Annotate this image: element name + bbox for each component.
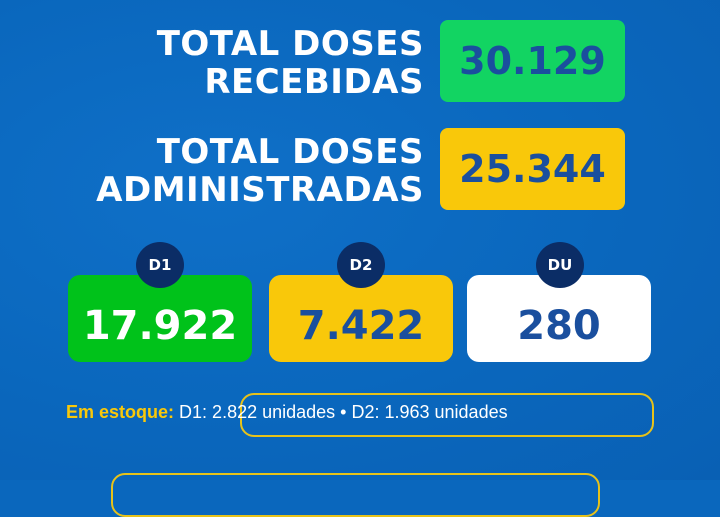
administered-label: TOTAL DOSES ADMINISTRADAS xyxy=(96,133,424,209)
d1-badge: D1 xyxy=(136,242,184,288)
d2-badge: D2 xyxy=(337,242,385,288)
d2-card: 7.422 xyxy=(269,275,453,362)
received-label-line2: RECEBIDAS xyxy=(204,62,424,102)
d2-value: 7.422 xyxy=(297,302,425,349)
d1-value: 17.922 xyxy=(82,302,238,349)
stock-outline xyxy=(240,393,654,437)
stock-line: Em estoque: D1: 2.822 unidades • D2: 1.9… xyxy=(66,402,508,423)
du-badge-text: DU xyxy=(547,256,573,274)
stock-label: Em estoque: xyxy=(66,402,175,422)
administered-label-line1: TOTAL DOSES xyxy=(156,132,424,172)
d1-card: 17.922 xyxy=(68,275,252,362)
du-badge: DU xyxy=(536,242,584,288)
received-value: 30.129 xyxy=(459,39,606,83)
du-card: 280 xyxy=(467,275,651,362)
d2-badge-text: D2 xyxy=(349,256,373,274)
administered-label-line2: ADMINISTRADAS xyxy=(96,170,424,210)
received-label: TOTAL DOSES RECEBIDAS xyxy=(157,25,424,101)
administered-value: 25.344 xyxy=(459,147,606,191)
d1-badge-text: D1 xyxy=(148,256,172,274)
stock-text: D1: 2.822 unidades • D2: 1.963 unidades xyxy=(179,402,508,422)
du-value: 280 xyxy=(517,302,601,349)
received-label-line1: TOTAL DOSES xyxy=(156,24,424,64)
administered-value-box: 25.344 xyxy=(440,128,625,210)
received-value-box: 30.129 xyxy=(440,20,625,102)
